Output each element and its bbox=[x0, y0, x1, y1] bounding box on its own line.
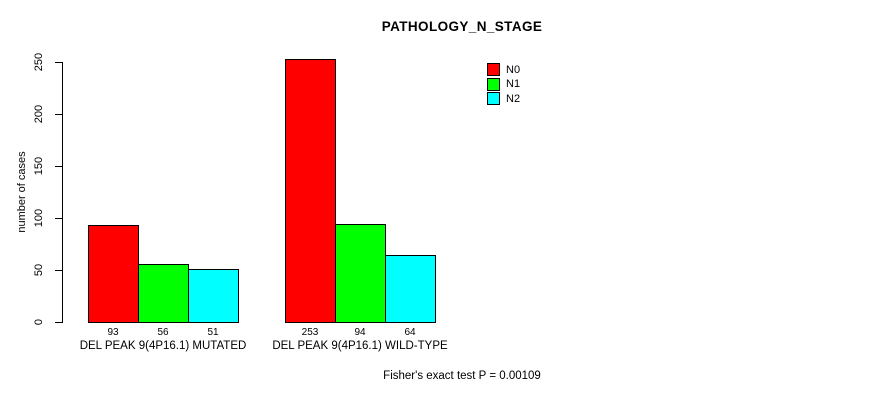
y-tick-mark bbox=[55, 217, 62, 219]
x-category-label: DEL PEAK 9(4P16.1) WILD-TYPE bbox=[272, 340, 448, 352]
bar-value-label: 94 bbox=[354, 327, 366, 338]
footnote-pvalue: Fisher's exact test P = 0.00109 bbox=[383, 370, 541, 382]
bar-value-label: 93 bbox=[107, 327, 119, 338]
y-axis-label-wrap: number of cases bbox=[15, 112, 29, 272]
bar-value-label: 51 bbox=[207, 327, 219, 338]
y-tick-mark bbox=[55, 321, 62, 323]
legend-label: N2 bbox=[506, 92, 521, 105]
x-category-label: DEL PEAK 9(4P16.1) MUTATED bbox=[79, 340, 247, 352]
legend-label: N0 bbox=[506, 63, 521, 76]
legend-entry-n0: N0 bbox=[487, 63, 520, 76]
legend-label: N1 bbox=[506, 78, 521, 90]
y-tick-mark bbox=[55, 113, 62, 115]
bar-n2-group2 bbox=[385, 255, 436, 323]
y-axis-line bbox=[62, 62, 63, 323]
y-tick-mark bbox=[55, 61, 62, 63]
bar-n0-group2 bbox=[285, 59, 336, 323]
legend-entry-n2: N2 bbox=[487, 92, 520, 105]
bar-value-label: 253 bbox=[301, 327, 319, 338]
y-tick-label: 0 bbox=[33, 318, 45, 326]
bar-n1-group2 bbox=[335, 224, 386, 323]
legend-swatch-icon bbox=[487, 63, 500, 76]
y-tick-label: 50 bbox=[33, 263, 45, 277]
legend-entry-n1: N1 bbox=[487, 77, 521, 91]
y-tick-mark bbox=[55, 269, 62, 271]
y-tick-label: 250 bbox=[33, 52, 45, 72]
bar-n1-group1 bbox=[138, 264, 189, 323]
chart-title: PATHOLOGY_N_STAGE bbox=[381, 19, 543, 34]
y-tick-mark bbox=[55, 165, 62, 167]
bar-n0-group1 bbox=[88, 225, 139, 323]
bar-value-label: 56 bbox=[157, 327, 169, 338]
y-tick-label: 100 bbox=[33, 208, 45, 228]
y-tick-label: 150 bbox=[33, 156, 45, 176]
y-axis-label: number of cases bbox=[16, 151, 28, 233]
legend-swatch-icon bbox=[487, 92, 500, 105]
legend-swatch-icon bbox=[487, 77, 500, 91]
bar-value-label: 64 bbox=[404, 327, 416, 338]
y-tick-label: 200 bbox=[33, 104, 45, 124]
bar-n2-group1 bbox=[188, 269, 239, 323]
legend: N0 N1 N2 bbox=[487, 63, 520, 107]
